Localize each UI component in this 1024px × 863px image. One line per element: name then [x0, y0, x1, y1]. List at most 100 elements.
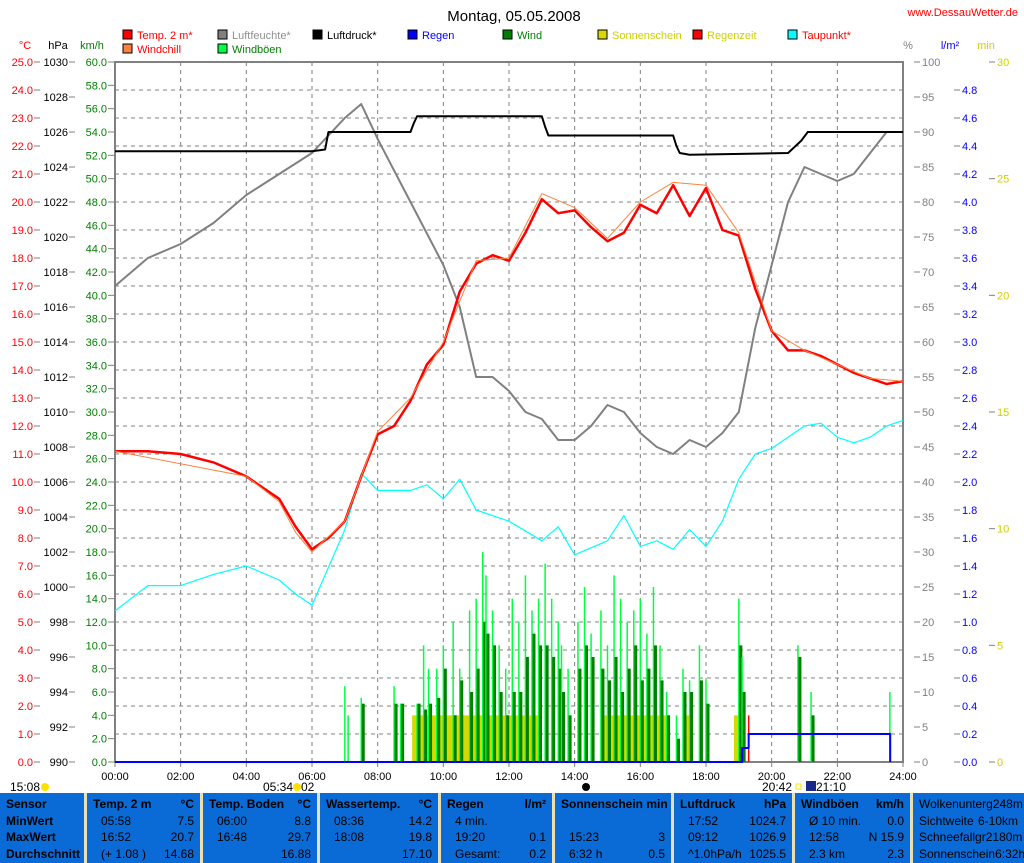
astro-markers: 15:08 05:34 02 20:42 21:10	[10, 780, 846, 793]
stat-label: 19:20	[455, 830, 486, 844]
axis-tick-label: 0.0	[92, 757, 107, 769]
x-tick-label: 14:00	[561, 771, 589, 783]
header-title: Temp. 2 m	[93, 797, 152, 811]
axis-tick-label: 15	[997, 407, 1009, 419]
x-tick-label: 18:00	[692, 771, 720, 783]
stats-row: 4 min.	[447, 813, 546, 830]
axis-tick-label: 1000	[44, 582, 68, 594]
axis-tick-label: 1002	[44, 547, 68, 559]
axis-tick-label: 6.0	[92, 687, 107, 699]
axis-tick-label: 3.6	[962, 253, 977, 265]
axis-unit-temp: °C	[19, 40, 31, 52]
stat-label: 18:08	[334, 830, 365, 844]
legend-label: Luftdruck*	[327, 30, 377, 42]
stats-row: Sichtweite 6-10km	[919, 813, 1018, 830]
axis-tick-label: 45	[922, 442, 934, 454]
x-tick-label: 04:00	[233, 771, 261, 783]
axis-tick-label: 5	[922, 722, 928, 734]
stat-value: N 15.9	[868, 830, 904, 844]
axis-tick-label: 998	[50, 617, 68, 629]
header-title: Temp. Boden	[209, 797, 285, 811]
stat-value: 2180m	[985, 830, 1023, 844]
axis-tick-label: 4.0	[962, 197, 977, 209]
axis-unit-pressure: hPa	[48, 40, 68, 52]
legend-swatch	[597, 29, 608, 40]
x-tick-label: 24:00	[889, 771, 917, 783]
header-unit: km/h	[875, 797, 904, 811]
x-tick-label: 02:00	[167, 771, 195, 783]
axis-tick-label: 990	[50, 757, 68, 769]
axis-tick-label: 26.0	[86, 454, 107, 466]
legend-label: Wind	[517, 30, 542, 42]
stat-label: 4 min.	[455, 813, 488, 828]
axis-tick-label: 11.0	[12, 449, 33, 461]
stat-label: 12:58	[809, 830, 840, 844]
stats-row: Schneefallgr 2180m	[919, 829, 1022, 846]
legend-label: Luftfeuchte*	[232, 30, 291, 42]
stats-row: 17.10	[326, 846, 432, 863]
axis-tick-label: 58.0	[86, 80, 107, 92]
axis-tick-label: 34.0	[86, 360, 107, 372]
axis-tick-label: 30	[922, 547, 934, 559]
legend-label: Windböen	[232, 44, 282, 56]
axis-tick-label: 90	[922, 127, 934, 139]
stats-row: 16:48 29.7	[209, 829, 311, 846]
axis-tick-label: 40	[922, 477, 934, 489]
axis-tick-label: 20.0	[86, 524, 107, 536]
stat-label: 08:36	[334, 813, 365, 828]
axis-tick-label: 4.4	[962, 141, 977, 153]
axis-tick-label: 10.0	[86, 640, 107, 652]
axis-tick-label: 1010	[44, 407, 68, 419]
stats-column: Sensor MinWert MaxWert Durchschnitt	[0, 793, 87, 863]
series-line-luftdruck-	[115, 115, 903, 156]
x-tick-label: 00:00	[101, 771, 129, 783]
moon-icon	[41, 783, 49, 791]
axis-tick-label: 1008	[44, 442, 68, 454]
axis-tick-label: 16.0	[86, 570, 107, 582]
stat-value: 3	[658, 830, 665, 844]
axis-tick-label: 1004	[44, 512, 68, 524]
axis-tick-label: 10.0	[12, 477, 33, 489]
axis-tick-label: 1024	[44, 162, 68, 174]
axis-tick-label: 992	[50, 722, 68, 734]
x-tick-label: 22:00	[824, 771, 852, 783]
stats-column: Wassertemp. °C 08:36 14.2 18:08 19.8 17.10	[320, 793, 441, 863]
axis-tick-label: 36.0	[86, 337, 107, 349]
axis-tick-label: 30.0	[86, 407, 107, 419]
legend-swatch	[692, 29, 703, 40]
column-header: Sonnenschein min	[561, 796, 668, 813]
header-title: Regen	[447, 797, 484, 811]
site-link[interactable]: www.DessauWetter.de	[907, 7, 1018, 19]
axis-tick-label: 60.0	[86, 57, 107, 69]
axis-tick-label: 4.6	[962, 113, 977, 125]
axis-tick-label: 5.0	[18, 617, 33, 629]
series-line-regen	[115, 733, 892, 763]
stat-label: (+ 1.08 )	[101, 846, 147, 861]
axis-tick-label: 1022	[44, 197, 68, 209]
stats-row: 05:58 7.5	[93, 813, 194, 830]
stats-row: 19:20 0.1	[447, 829, 546, 846]
axis-tick-label: 2.6	[962, 393, 977, 405]
axis-tick-label: 1.4	[962, 561, 977, 573]
header-unit: l/m²	[524, 797, 546, 811]
stat-value: 14.2	[408, 813, 432, 828]
stats-row: (+ 1.08 ) 14.68	[93, 846, 194, 863]
axis-tick-label: 52.0	[86, 150, 107, 162]
stat-value: 7.5	[177, 813, 194, 828]
stat-label: 6:32 h	[569, 846, 603, 861]
axis-tick-label: 6.0	[18, 589, 33, 601]
axis-tick-label: 1.8	[962, 505, 977, 517]
column-header: Temp. Boden °C	[209, 796, 311, 813]
stat-label: Wolkenunterg	[919, 797, 993, 811]
legend-swatch	[407, 29, 418, 40]
x-tick-label: 08:00	[364, 771, 392, 783]
legend-swatch	[217, 43, 228, 54]
axis-tick-label: 44.0	[86, 244, 107, 256]
axis-tick-label: 3.2	[962, 309, 977, 321]
axis-tick-label: 4.0	[18, 645, 33, 657]
axis-tick-label: 0.2	[962, 729, 977, 741]
axis-tick-label: 21.0	[12, 169, 33, 181]
header-unit: hPa	[763, 797, 786, 811]
legend-swatch	[312, 29, 323, 40]
header-title: Sensor	[6, 797, 47, 811]
